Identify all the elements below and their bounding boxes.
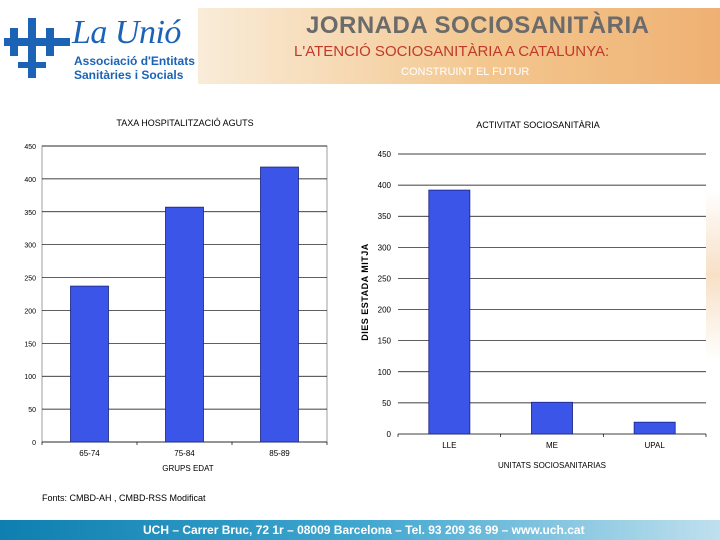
bar xyxy=(70,285,109,443)
y-tick-label: 300 xyxy=(378,243,392,252)
source-note: Fonts: CMBD-AH , CMBD-RSS Modificat xyxy=(42,493,206,503)
footer: UCH – Carrer Bruc, 72 1r – 08009 Barcelo… xyxy=(0,520,720,540)
bar xyxy=(165,206,204,443)
header: La Unió Associació d'Entitats Sanitàries… xyxy=(0,0,720,88)
chart-title: ACTIVITAT SOCIOSANITÀRIA xyxy=(476,120,600,130)
y-tick-label: 350 xyxy=(24,210,36,217)
decorative-stripe xyxy=(706,190,720,360)
x-axis-label: UNITATS SOCIOSANITARIAS xyxy=(498,461,606,470)
chart-activitat-sociosanitaria: ACTIVITAT SOCIOSANITÀRIA 0 50 100 150 200 250 3… xyxy=(360,120,707,470)
title-banner: JORNADA SOCIOSANITÀRIA L'ATENCIÓ SOCIOSA… xyxy=(198,8,720,84)
x-tick-label: LLE xyxy=(442,441,456,450)
page-subtitle: L'ATENCIÓ SOCIOSANITÀRIA A CATALUNYA: xyxy=(294,43,610,60)
logo-line2: Sanitàries i Socials xyxy=(74,68,184,82)
page-title: JORNADA SOCIOSANITÀRIA xyxy=(306,12,650,39)
y-tick-label: 400 xyxy=(24,177,36,184)
y-tick-label: 200 xyxy=(24,308,36,315)
x-tick-label: 65-74 xyxy=(79,449,100,458)
y-tick-label: 100 xyxy=(24,374,36,381)
la-unio-logo-icon xyxy=(4,18,70,78)
y-tick-label: 300 xyxy=(24,243,36,250)
page-tagline: CONSTRUINT EL FUTUR xyxy=(401,66,530,78)
y-tick-label: 250 xyxy=(378,274,392,283)
x-tick-label: 85-89 xyxy=(269,449,290,458)
y-tick-label: 50 xyxy=(28,407,36,414)
y-tick-label: 450 xyxy=(24,144,36,151)
y-tick-label: 150 xyxy=(24,341,36,348)
x-axis-label: GRUPS EDAT xyxy=(162,464,214,473)
bar xyxy=(260,166,299,443)
y-tick-label: 250 xyxy=(24,276,36,283)
logo[interactable]: La Unió Associació d'Entitats Sanitàries… xyxy=(0,0,196,88)
chart-taxa-hospitalitzacio: TAXA HOSPITALITZACIÓ AGUTS 0 50 100 150 200 25… xyxy=(24,118,328,473)
chart-title: TAXA HOSPITALITZACIÓ AGUTS xyxy=(116,118,253,128)
x-tick-label: 75-84 xyxy=(174,449,195,458)
bar xyxy=(531,401,573,435)
bar xyxy=(428,189,471,435)
y-tick-label: 100 xyxy=(378,368,392,377)
y-tick-label: 150 xyxy=(378,337,392,346)
y-tick-label: 350 xyxy=(378,212,392,221)
y-tick-label: 200 xyxy=(378,306,392,315)
y-tick-label: 0 xyxy=(387,430,392,439)
x-tick-label: ME xyxy=(546,441,558,450)
y-tick-label: 50 xyxy=(382,399,391,408)
bar xyxy=(633,421,676,435)
x-tick-label: UPAL xyxy=(645,441,666,450)
y-tick-label: 0 xyxy=(32,440,36,447)
y-axis-label: DIES ESTADA MITJA xyxy=(360,243,370,341)
y-tick-label: 400 xyxy=(378,181,392,190)
logo-name: La Unió xyxy=(72,14,181,51)
footer-contact[interactable]: UCH – Carrer Bruc, 72 1r – 08009 Barcelo… xyxy=(143,523,585,537)
logo-line1: Associació d'Entitats xyxy=(74,54,195,68)
y-tick-label: 450 xyxy=(378,150,392,159)
